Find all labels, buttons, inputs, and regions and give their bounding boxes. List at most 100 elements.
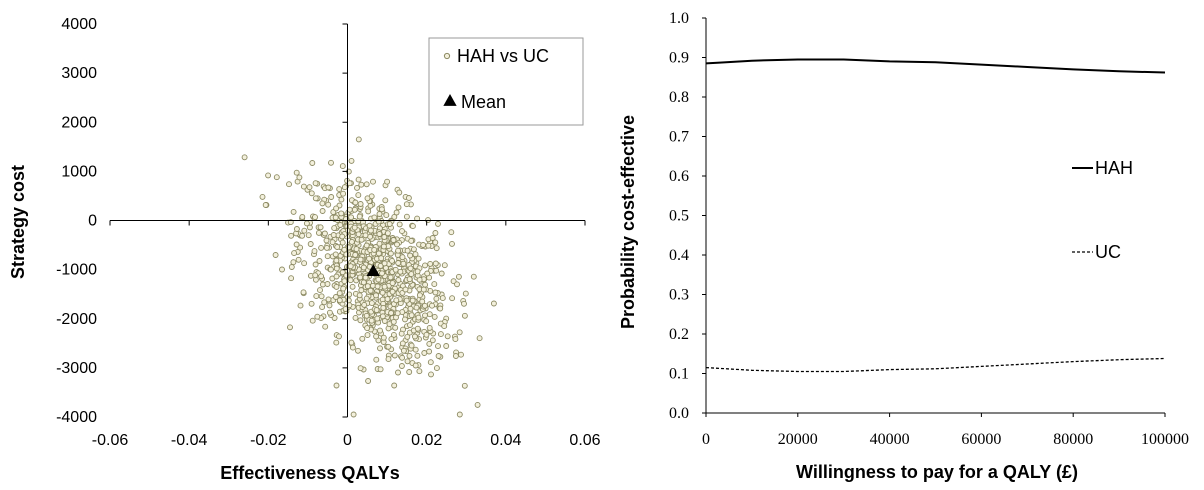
scatter-point [439, 295, 446, 302]
scatter-y-tick-label: 0 [88, 213, 97, 230]
scatter-point [364, 283, 371, 290]
scatter-x-tick-label: -0.04 [171, 432, 208, 449]
scatter-point [338, 196, 345, 203]
scatter-point [421, 302, 428, 309]
scatter-point [458, 351, 464, 358]
scatter-point [456, 329, 463, 336]
scatter-point [319, 208, 326, 214]
scatter-point [355, 176, 362, 183]
scatter-point [412, 251, 419, 258]
scatter-point [360, 279, 367, 286]
scatter-point [462, 290, 469, 297]
scatter-point [365, 208, 372, 215]
scatter-point [435, 343, 441, 350]
scatter-point [386, 221, 393, 227]
scatter-point [273, 174, 280, 181]
scatter-point [346, 302, 353, 309]
scatter-point [410, 246, 417, 253]
scatter-point [352, 199, 359, 206]
scatter-point [427, 260, 434, 267]
scatter-point [385, 343, 392, 350]
scatter-point [321, 230, 328, 237]
line-y-tick-label: 0.7 [669, 129, 689, 146]
scatter-point [392, 324, 399, 331]
scatter-point [296, 174, 303, 181]
scatter-point [403, 213, 410, 220]
scatter-point [407, 252, 414, 259]
scatter-point [384, 296, 391, 303]
scatter-point [423, 318, 430, 325]
scatter-point [309, 317, 316, 324]
scatter-point [357, 201, 364, 207]
scatter-point [422, 281, 429, 288]
scatter-point [300, 183, 307, 190]
scatter-x-tick-label: -0.06 [92, 432, 129, 449]
scatter-point [319, 200, 326, 207]
line-y-tick-label: 0.2 [669, 326, 689, 343]
scatter-point [426, 348, 433, 355]
scatter-point [414, 352, 421, 359]
line-legend: HAH UC [1072, 158, 1133, 262]
scatter-tick-labels: -0.06 -0.04 -0.02 0 0.02 0.04 0.06 -4000 -3000 -2… [56, 16, 601, 449]
scatter-point [265, 172, 272, 179]
scatter-point [288, 264, 295, 270]
scatter-point [293, 169, 300, 176]
scatter-point [381, 234, 388, 240]
scatter-y-tick-label: -4000 [56, 409, 97, 426]
line-y-tick-label: 0.1 [669, 366, 689, 383]
scatter-point [357, 274, 364, 281]
scatter-point [389, 288, 396, 295]
series-line-hah [705, 58, 1166, 74]
scatter-point [355, 192, 362, 199]
scatter-point [432, 289, 439, 296]
scatter-point [395, 260, 402, 266]
scatter-point [387, 250, 394, 257]
scatter-point [355, 218, 362, 225]
scatter-point [373, 292, 379, 299]
scatter-point [312, 261, 319, 268]
scatter-point [349, 283, 356, 290]
scatter-point [407, 265, 414, 272]
scatter-legend: HAH vs UC Mean [428, 37, 584, 126]
scatter-point [348, 157, 355, 164]
line-x-tick-label: 80000 [1053, 431, 1093, 448]
scatter-point [353, 246, 360, 253]
scatter-point [352, 314, 359, 321]
scatter-point [326, 302, 333, 309]
scatter-point [438, 270, 445, 277]
scatter-point [427, 359, 434, 366]
scatter-point [416, 368, 423, 375]
legend-marker-hah-vs-uc [443, 52, 451, 60]
scatter-y-axis-title: Strategy cost [8, 165, 28, 279]
scatter-point [293, 241, 300, 248]
scatter-point [350, 411, 357, 418]
legend-marker-mean [443, 94, 457, 106]
scatter-point [380, 304, 387, 311]
scatter-point [367, 287, 374, 294]
scatter-point [390, 237, 397, 244]
scatter-point [341, 184, 348, 191]
scatter-point [331, 225, 338, 232]
scatter-point [315, 229, 322, 236]
scatter-point [448, 229, 455, 236]
scatter-point [428, 371, 434, 378]
scatter-point [422, 312, 428, 319]
scatter-point [415, 255, 422, 262]
scatter-point [395, 277, 402, 283]
scatter-point [308, 300, 315, 307]
scatter-legend-box [428, 37, 584, 126]
scatter-point [411, 333, 418, 340]
scatter-point [454, 281, 460, 288]
scatter-point [363, 312, 370, 319]
scatter-point [470, 273, 477, 280]
scatter-point [259, 193, 266, 200]
scatter-point [343, 272, 350, 279]
scatter-point [404, 247, 411, 254]
scatter-point [382, 197, 389, 204]
scatter-point [356, 213, 363, 220]
scatter-point [348, 214, 355, 221]
line-y-axis-title: Probability cost-effective [618, 115, 638, 329]
scatter-point [300, 289, 307, 296]
scatter-point [406, 369, 413, 375]
